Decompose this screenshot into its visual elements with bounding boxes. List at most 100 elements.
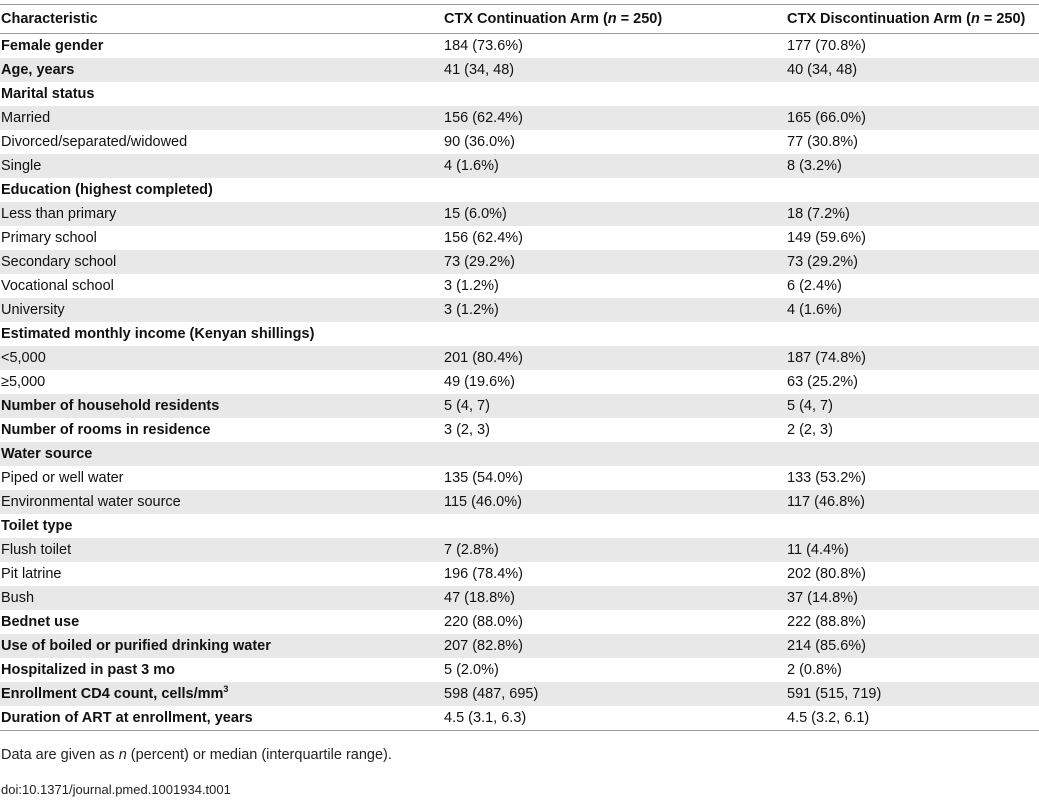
discontinuation-arm-value: 11 (4.4%) — [786, 538, 1039, 562]
header-continuation-arm: CTX Continuation Arm (n = 250) — [443, 4, 786, 34]
table-row: Number of household residents 5 (4, 7) 5 (… — [0, 394, 1039, 418]
continuation-arm-value: 15 (6.0%) — [443, 202, 786, 226]
table-row: Education (highest completed) — [0, 178, 1039, 202]
discontinuation-arm-value: 63 (25.2%) — [787, 374, 858, 390]
row-label: Married — [0, 106, 443, 130]
continuation-arm-value — [443, 82, 786, 106]
continuation-arm-value: 220 (88.0%) — [444, 614, 523, 630]
table-row: Age, years 41 (34, 48) 40 (34, 48) — [0, 58, 1039, 82]
table-row: Bush 47 (18.8%) 37 (14.8%) — [0, 586, 1039, 610]
table-row: Water source — [0, 442, 1039, 466]
discontinuation-arm-value: 187 (74.8%) — [786, 346, 1039, 370]
discontinuation-arm-value — [786, 442, 1039, 466]
continuation-arm-value: 90 (36.0%) — [444, 134, 515, 150]
row-label: Water source — [0, 442, 443, 466]
table-row: Primary school 156 (62.4%) 149 (59.6%) — [0, 226, 1039, 250]
table-row: Marital status — [0, 82, 1039, 106]
discontinuation-arm-value — [786, 322, 1039, 346]
discontinuation-arm-value: 8 (3.2%) — [786, 154, 1039, 178]
row-label: Toilet type — [1, 518, 73, 534]
row-label: Marital status — [1, 86, 95, 102]
table-row: Single 4 (1.6%) 8 (3.2%) — [0, 154, 1039, 178]
continuation-arm-value: 156 (62.4%) — [444, 230, 523, 246]
table-row: Use of boiled or purified drinking water… — [0, 634, 1039, 658]
continuation-arm-value — [443, 442, 786, 466]
table-row: Enrollment CD4 count, cells/mm3 598 (487,… — [0, 682, 1039, 706]
discontinuation-arm-value — [786, 82, 1039, 106]
row-label: Vocational school — [1, 278, 114, 294]
continuation-arm-value — [443, 322, 786, 346]
table-row: ≥5,000 49 (19.6%) 63 (25.2%) — [0, 370, 1039, 394]
discontinuation-arm-value: 165 (66.0%) — [786, 106, 1039, 130]
continuation-arm-value: 5 (4, 7) — [443, 394, 786, 418]
table-row: Piped or well water 135 (54.0%) 133 (53.2%… — [0, 466, 1039, 490]
discontinuation-arm-value: 40 (34, 48) — [786, 58, 1039, 82]
row-label: Secondary school — [0, 250, 443, 274]
table-row: Flush toilet 7 (2.8%) 11 (4.4%) — [0, 538, 1039, 562]
row-label: Estimated monthly income (Kenyan shillin… — [1, 326, 315, 342]
continuation-arm-value: 7 (2.8%) — [443, 538, 786, 562]
discontinuation-arm-value: 149 (59.6%) — [787, 230, 866, 246]
discontinuation-arm-value: 77 (30.8%) — [787, 134, 858, 150]
row-label: Flush toilet — [0, 538, 443, 562]
continuation-arm-value: 41 (34, 48) — [443, 58, 786, 82]
row-label: Enrollment CD4 count, cells/mm3 — [0, 682, 443, 706]
discontinuation-arm-value: 5 (4, 7) — [786, 394, 1039, 418]
continuation-arm-value: 3 (1.2%) — [444, 278, 499, 294]
continuation-arm-value: 207 (82.8%) — [443, 634, 786, 658]
row-label: Education (highest completed) — [1, 182, 213, 198]
table-row: Vocational school 3 (1.2%) 6 (2.4%) — [0, 274, 1039, 298]
discontinuation-arm-value: 214 (85.6%) — [786, 634, 1039, 658]
discontinuation-arm-value: 202 (80.8%) — [787, 566, 866, 582]
row-label-superscript: 3 — [223, 684, 229, 695]
continuation-arm-value: 3 (2, 3) — [444, 422, 490, 438]
continuation-arm-value: 184 (73.6%) — [444, 38, 523, 54]
continuation-arm-value: 4 (1.6%) — [443, 154, 786, 178]
row-label: Divorced/separated/widowed — [1, 134, 188, 150]
discontinuation-arm-value: 2 (0.8%) — [787, 662, 842, 678]
discontinuation-arm-value: 591 (515, 719) — [786, 682, 1039, 706]
row-label: Bush — [0, 586, 443, 610]
discontinuation-arm-value: 2 (2, 3) — [787, 422, 833, 438]
row-label: Hospitalized in past 3 mo — [1, 662, 176, 678]
continuation-arm-value: 115 (46.0%) — [443, 490, 786, 514]
continuation-arm-value: 4.5 (3.1, 6.3) — [443, 706, 786, 731]
discontinuation-arm-value: 117 (46.8%) — [786, 490, 1039, 514]
row-label: Duration of ART at enrollment, years — [0, 706, 443, 731]
continuation-arm-value: 201 (80.4%) — [443, 346, 786, 370]
row-label: Use of boiled or purified drinking water — [0, 634, 443, 658]
discontinuation-arm-value: 6 (2.4%) — [787, 278, 842, 294]
continuation-arm-value — [443, 178, 786, 202]
header-row: Characteristic CTX Continuation Arm (n =… — [0, 4, 1039, 34]
continuation-arm-value: 156 (62.4%) — [443, 106, 786, 130]
discontinuation-arm-value: 4.5 (3.2, 6.1) — [786, 706, 1039, 731]
discontinuation-arm-value: 37 (14.8%) — [786, 586, 1039, 610]
row-label: Number of rooms in residence — [1, 422, 211, 438]
row-label: Female gender — [1, 38, 104, 54]
table-row: Less than primary 15 (6.0%) 18 (7.2%) — [0, 202, 1039, 226]
continuation-arm-value: 598 (487, 695) — [443, 682, 786, 706]
row-label: Primary school — [1, 230, 97, 246]
table-row: <5,000 201 (80.4%) 187 (74.8%) — [0, 346, 1039, 370]
table-row: Bednet use 220 (88.0%) 222 (88.8%) — [0, 610, 1039, 634]
row-label: Pit latrine — [1, 566, 62, 582]
discontinuation-arm-value: 133 (53.2%) — [787, 470, 866, 486]
discontinuation-arm-value: 222 (88.8%) — [787, 614, 866, 630]
continuation-arm-value: 73 (29.2%) — [443, 250, 786, 274]
discontinuation-arm-value: 73 (29.2%) — [786, 250, 1039, 274]
table-footnote: Data are given as n (percent) or median … — [1, 747, 392, 763]
continuation-arm-value: 3 (1.2%) — [443, 298, 786, 322]
discontinuation-arm-value: 18 (7.2%) — [786, 202, 1039, 226]
table-row: Divorced/separated/widowed 90 (36.0%) 77 (… — [0, 130, 1039, 154]
discontinuation-arm-value: 4 (1.6%) — [786, 298, 1039, 322]
discontinuation-arm-value — [786, 514, 1039, 538]
table-row: Secondary school 73 (29.2%) 73 (29.2%) — [0, 250, 1039, 274]
row-label: Bednet use — [1, 614, 80, 630]
table-row: Toilet type — [0, 514, 1039, 538]
header-characteristic: Characteristic — [0, 4, 443, 34]
row-label: ≥5,000 — [1, 374, 46, 390]
discontinuation-arm-value — [786, 178, 1039, 202]
row-label: Less than primary — [0, 202, 443, 226]
characteristics-table: Characteristic CTX Continuation Arm (n =… — [0, 4, 1039, 731]
